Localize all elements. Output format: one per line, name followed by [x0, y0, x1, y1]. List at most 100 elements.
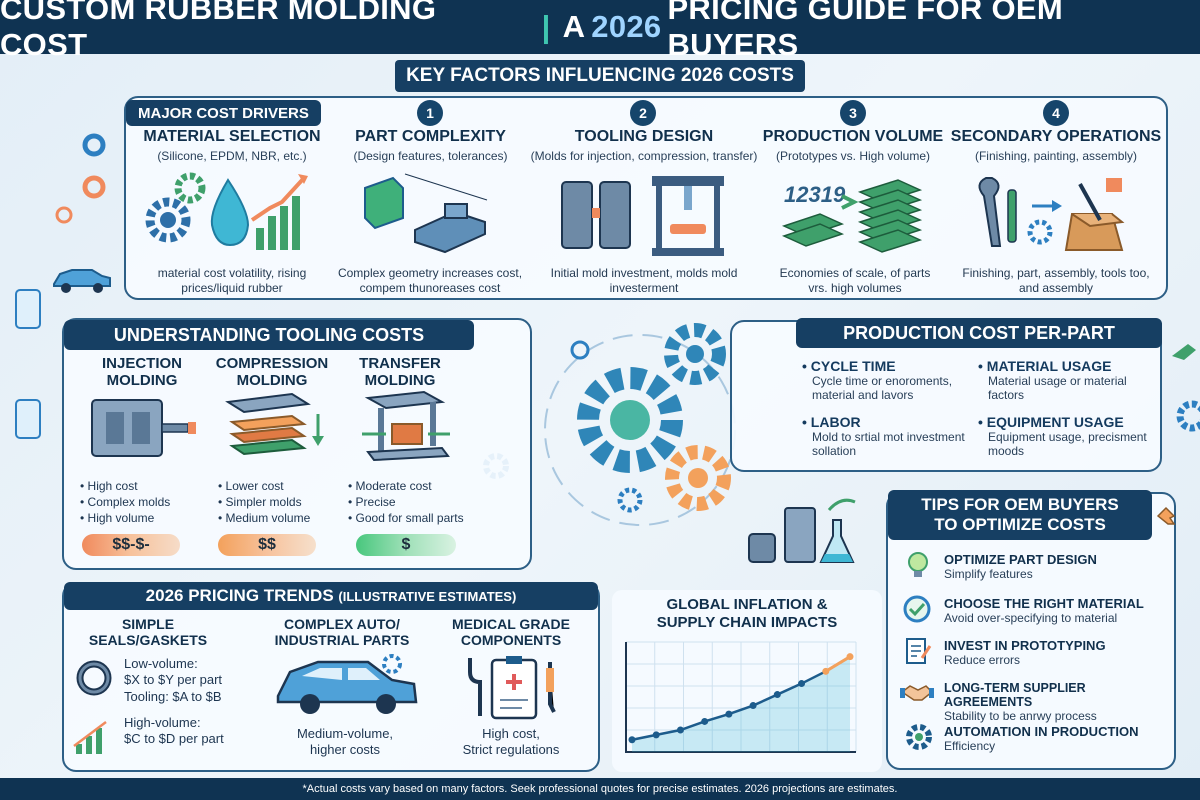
tip-title: AUTOMATION IN PRODUCTION: [944, 724, 1139, 739]
3d-part-icon: [364, 173, 488, 254]
inflation-panel: [612, 590, 882, 772]
driver-desc: Finishing, part, assembly, tools too, an…: [962, 266, 1150, 295]
driver-desc: material cost volatility, rising prices/…: [157, 266, 307, 295]
price-pill-low: $: [356, 534, 456, 556]
driver-title: PRODUCTION VOLUME: [762, 128, 944, 145]
chart-series-line: [631, 655, 851, 742]
per-part-title: • MATERIAL USAGE: [978, 358, 1112, 374]
chart-axes: [625, 642, 856, 753]
tooling-transfer-title: TRANSFER MOLDING: [359, 355, 441, 389]
driver-tooling: TOOLING DESIGN (Molds for injection, com…: [528, 128, 760, 163]
chart-trend-end: [825, 655, 851, 673]
hand-pointer-icon: [1156, 506, 1176, 525]
chart-point: [798, 680, 806, 688]
pricing-trends-tab: 2026 PRICING TRENDS (ILLUSTRATIVE ESTIMA…: [64, 582, 598, 610]
step-number: 2: [630, 100, 656, 126]
tip-right-material: CHOOSE THE RIGHT MATERIAL Avoid over-spe…: [944, 596, 1172, 625]
driver-title: TOOLING DESIGN: [574, 128, 714, 145]
trends-tab-main: 2026 PRICING TRENDS: [145, 586, 334, 605]
per-part-text: Material usage or material factors: [988, 374, 1127, 403]
cost-drivers-tab: MAJOR COST DRIVERS: [126, 100, 321, 126]
bullet: • Good for small parts: [348, 511, 464, 526]
driver-desc: Economies of scale, of parts vrs. high v…: [779, 266, 931, 295]
document-pen-icon: [906, 638, 932, 664]
bullet: • Medium volume: [218, 511, 311, 526]
lightbulb-icon: [908, 552, 928, 577]
handshake-icon: [900, 685, 934, 701]
tip-title: OPTIMIZE PART DESIGN: [944, 552, 1097, 567]
tips-tab: TIPS FOR OEM BUYERS TO OPTIMIZE COSTS: [888, 490, 1152, 540]
trend-auto-title: COMPLEX AUTO/ INDUSTRIAL PARTS: [274, 616, 410, 649]
driver-title: SECONDARY OPERATIONS: [950, 128, 1162, 145]
lab-equipment-icon: [748, 498, 856, 563]
driver-secondary: SECONDARY OPERATIONS (Finishing, paintin…: [950, 128, 1162, 163]
center-gears-icon: [544, 323, 736, 526]
driver-sub: (Design features, tolerances): [353, 149, 508, 163]
tip-prototyping: INVEST IN PROTOTYPING Reduce errors: [944, 638, 1172, 667]
per-part-title: • EQUIPMENT USAGE: [978, 414, 1124, 430]
driver-desc: Initial mold investment, molds mold inve…: [550, 266, 738, 295]
driver-material: MATERIAL SELECTION (Silicone, EPDM, NBR,…: [128, 128, 336, 163]
trend-seals-text: Low-volume: $X to $Y per part Tooling: $…: [124, 656, 224, 746]
tooling-compression-bullets: • Lower cost • Simpler molds • Medium vo…: [218, 478, 338, 527]
bullet: • Complex molds: [80, 495, 171, 510]
tip-text: Stability to be anrwy process: [944, 709, 1097, 723]
footer-disclaimer: *Actual costs vary based on many factors…: [0, 778, 1200, 800]
trend-seals-title: SIMPLE SEALS/GASKETS: [88, 616, 208, 649]
driver-sub: (Finishing, painting, assembly): [974, 149, 1138, 163]
chart-point: [846, 653, 854, 661]
driver-desc: Complex geometry increases cost, compem …: [337, 266, 523, 295]
per-part-title: • LABOR: [802, 414, 861, 430]
tip-title: CHOOSE THE RIGHT MATERIAL: [944, 596, 1144, 611]
tools-box-icon: [978, 177, 1125, 251]
bullet: • High cost: [80, 479, 138, 493]
chart-point: [628, 736, 636, 744]
per-part-text: Equipment usage, precisment moods: [988, 430, 1147, 459]
inflation-title: GLOBAL INFLATION & SUPPLY CHAIN IMPACTS: [656, 596, 838, 631]
step-number: 4: [1043, 100, 1069, 126]
driver-complexity: PART COMPLEXITY (Design features, tolera…: [338, 128, 523, 163]
car-decoration-icon: [53, 269, 111, 293]
per-part-material-usage: • MATERIAL USAGE Material usage or mater…: [978, 358, 1158, 403]
tip-text: Avoid over-specifying to material: [944, 611, 1118, 625]
price-pill-high: $$-$-: [82, 534, 180, 556]
chart-point: [749, 702, 757, 710]
step-number: 1: [417, 100, 443, 126]
trends-tab-note: (ILLUSTRATIVE ESTIMATES): [338, 588, 517, 604]
price-pill-medium: $$: [218, 534, 316, 556]
tooling-compression-title: COMPRESSION MOLDING: [215, 355, 329, 389]
tip-text: Reduce errors: [944, 653, 1021, 667]
driver-title: PART COMPLEXITY: [355, 128, 506, 145]
gears-droplet-chart-icon: [145, 172, 308, 250]
tip-automation: AUTOMATION IN PRODUCTION Efficiency: [944, 724, 1172, 753]
tip-title: LONG-TERM SUPPLIER AGREEMENTS: [944, 681, 1086, 709]
edge-gears-icon: [1172, 344, 1200, 432]
volume-number: 12319: [784, 182, 846, 207]
chart-point: [822, 667, 830, 675]
trend-medical-text: High cost, Strict regulations: [462, 726, 560, 758]
bullet: • Lower cost: [218, 479, 284, 493]
key-factors-ribbon: KEY FACTORS INFLUENCING 2026 COSTS: [395, 60, 805, 92]
mold-press-icon: [561, 176, 724, 256]
medical-clipboard-icon: [468, 656, 556, 720]
chart-point: [676, 726, 684, 734]
inflation-chart: [625, 641, 857, 753]
checkmark-circle-icon: [903, 595, 931, 623]
chart-point: [725, 710, 733, 718]
per-part-labor: • LABOR Mold to srtial mot investment so…: [802, 414, 972, 459]
car-icon: [276, 654, 418, 714]
compression-mold-icon: [225, 392, 324, 456]
per-part-text: Mold to srtial mot investment sollation: [812, 430, 965, 459]
tip-title: INVEST IN PROTOTYPING: [944, 638, 1106, 653]
driver-volume: PRODUCTION VOLUME (Prototypes vs. High v…: [762, 128, 944, 163]
chart-point: [701, 717, 709, 725]
tip-text: Efficiency: [944, 739, 996, 753]
transfer-mold-icon: [362, 390, 450, 462]
title-separator: |: [541, 9, 551, 44]
per-part-tab: PRODUCTION COST PER-PART: [796, 318, 1162, 348]
tips-tab-line2: TO OPTIMIZE COSTS: [934, 515, 1106, 534]
bullet: • Moderate cost: [348, 479, 432, 493]
tooling-injection-title: INJECTION MOLDING: [101, 355, 182, 389]
driver-title: MATERIAL SELECTION: [143, 128, 321, 145]
seal-ring-icon: [73, 660, 112, 754]
